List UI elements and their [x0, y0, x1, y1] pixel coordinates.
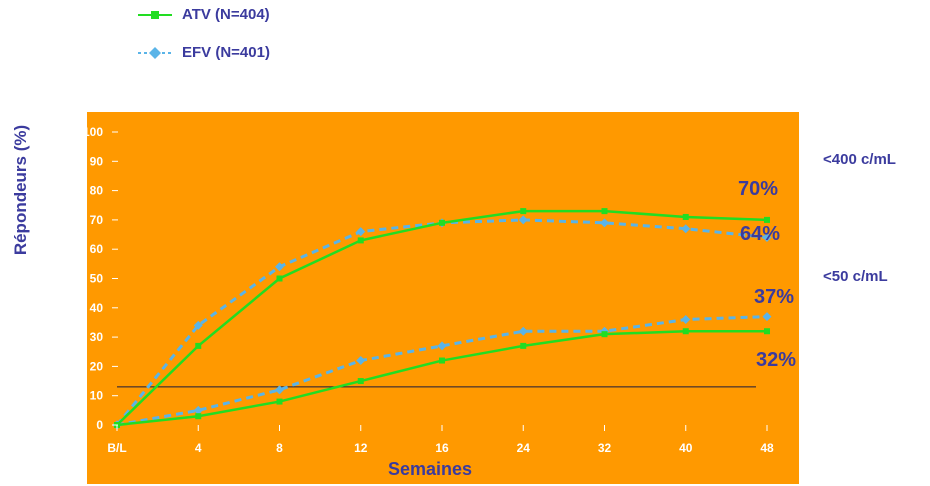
- data-point-atv-400: [357, 237, 364, 244]
- x-tick-label: 24: [517, 441, 531, 455]
- legend-label-atv: ATV (N=404): [182, 6, 270, 23]
- data-point-atv-400: [601, 208, 608, 215]
- blue-diamond-marker-icon: [138, 46, 172, 59]
- x-axis-title: Semaines: [388, 459, 472, 479]
- x-tick-label: 12: [354, 441, 368, 455]
- x-tick-label: 48: [760, 441, 774, 455]
- data-point-atv-400: [520, 208, 527, 215]
- y-tick-label: 80: [90, 184, 104, 198]
- data-point-atv-400: [276, 275, 283, 282]
- y-tick-label: 100: [83, 125, 103, 139]
- data-point-atv-50: [520, 342, 527, 349]
- data-point-efv-400: [356, 227, 366, 237]
- annotation-efv-50-final: 37%: [754, 286, 794, 308]
- data-point-atv-50: [357, 378, 364, 385]
- data-point-atv-400: [682, 213, 689, 220]
- y-tick-label: 40: [90, 301, 104, 315]
- x-tick-label: B/L: [107, 441, 126, 455]
- data-point-efv-50: [356, 356, 366, 366]
- data-point-efv-50: [518, 326, 528, 336]
- data-point-atv-50: [195, 413, 202, 420]
- data-point-efv-400: [518, 215, 528, 225]
- data-point-efv-400: [275, 262, 284, 272]
- data-point-efv-50: [275, 385, 284, 395]
- data-point-efv-400: [600, 218, 609, 228]
- y-tick-label: 30: [90, 330, 104, 344]
- annotation-threshold-400: <400 c/mL: [823, 151, 896, 168]
- data-point-efv-400: [762, 232, 772, 242]
- x-tick-label: 16: [435, 441, 449, 455]
- y-tick-label: 70: [90, 213, 104, 227]
- data-point-atv-50: [276, 398, 283, 405]
- legend-item-atv: ATV (N=404): [138, 6, 270, 23]
- series-line-efv-50: [116, 315, 768, 427]
- data-point-atv-400: [439, 219, 445, 226]
- plot-background: [87, 112, 799, 484]
- x-tick-label: 32: [598, 441, 612, 455]
- data-point-efv-50: [437, 341, 447, 351]
- x-tick-label: 8: [276, 441, 283, 455]
- data-point-efv-50: [762, 312, 772, 322]
- y-tick-label: 20: [90, 359, 104, 373]
- y-tick-label: 0: [96, 418, 103, 432]
- y-tick-label: 90: [90, 154, 104, 168]
- data-point-atv-50: [764, 328, 770, 335]
- data-point-atv-400: [195, 342, 202, 349]
- y-axis-title: Répondeurs (%): [11, 125, 30, 255]
- legend-label-efv: EFV (N=401): [182, 44, 270, 61]
- legend-item-efv: EFV (N=401): [138, 44, 270, 61]
- data-point-atv-50: [682, 328, 689, 335]
- annotation-atv-50-final: 32%: [756, 349, 796, 371]
- data-point-atv-400: [764, 216, 770, 223]
- y-tick-label: 10: [90, 389, 104, 403]
- data-point-atv-50: [439, 357, 445, 364]
- data-point-efv-50: [193, 405, 203, 415]
- data-point-atv-50: [601, 331, 608, 338]
- annotation-threshold-50: <50 c/mL: [823, 268, 888, 285]
- data-point-efv-400: [681, 224, 691, 234]
- y-tick-label: 50: [90, 272, 104, 286]
- x-tick-label: 40: [679, 441, 693, 455]
- x-tick-label: 4: [195, 441, 202, 455]
- annotation-efv-400-final: 64%: [740, 223, 780, 245]
- data-point-efv-400: [193, 320, 203, 330]
- green-square-marker-icon: [138, 10, 172, 19]
- y-tick-label: 60: [90, 242, 104, 256]
- annotation-atv-400-final: 70%: [738, 178, 778, 200]
- data-point-efv-50: [681, 315, 691, 325]
